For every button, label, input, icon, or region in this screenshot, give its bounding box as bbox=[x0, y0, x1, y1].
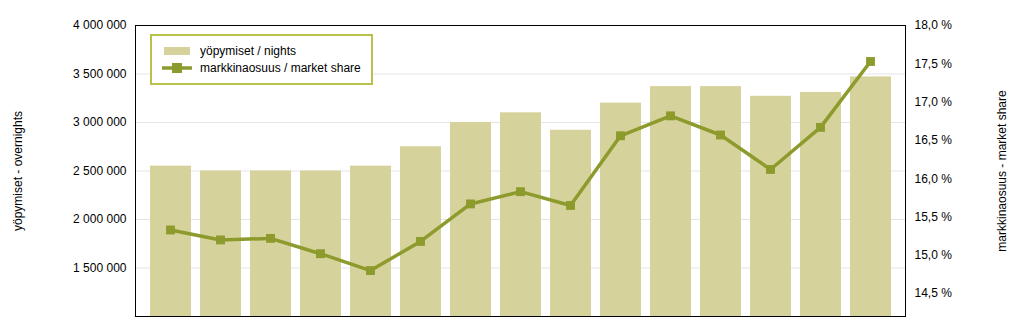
html-text:markkinaosuus / market share: markkinaosuus / market share bbox=[200, 61, 361, 75]
svg-text:18,0 %: 18,0 % bbox=[915, 18, 953, 32]
svg-text:16,5 %: 16,5 % bbox=[915, 133, 953, 147]
svg-text:15,5 %: 15,5 % bbox=[915, 210, 953, 224]
svg-text:yöpymiset - overnights: yöpymiset - overnights bbox=[11, 111, 25, 231]
svg-text:17,5 %: 17,5 % bbox=[915, 57, 953, 71]
svg-text:17,0 %: 17,0 % bbox=[915, 95, 953, 109]
svg-text:15,0 %: 15,0 % bbox=[915, 248, 953, 262]
html-text:yöpymiset / nights: yöpymiset / nights bbox=[200, 44, 296, 58]
svg-text:2 500 000: 2 500 000 bbox=[73, 164, 127, 178]
svg-text:2 000 000: 2 000 000 bbox=[73, 212, 127, 226]
svg-text:markkinaosuus - market share: markkinaosuus - market share bbox=[995, 90, 1009, 252]
svg-text:3 500 000: 3 500 000 bbox=[73, 67, 127, 81]
svg-text:3 000 000: 3 000 000 bbox=[73, 115, 127, 129]
svg-text:16,0 %: 16,0 % bbox=[915, 171, 953, 185]
svg-text:14,5 %: 14,5 % bbox=[915, 286, 953, 300]
svg-text:1 500 000: 1 500 000 bbox=[73, 261, 127, 275]
svg-text:4 000 000: 4 000 000 bbox=[73, 18, 127, 32]
